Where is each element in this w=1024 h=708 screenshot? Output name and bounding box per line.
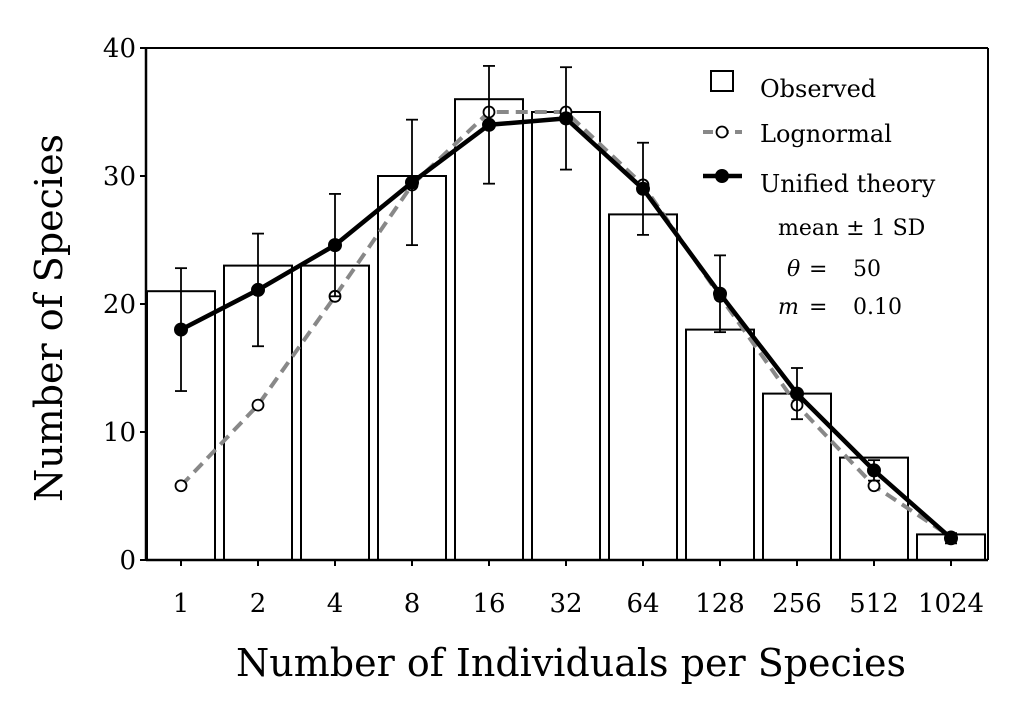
unified-theory-point xyxy=(482,117,496,132)
theta-equals: = xyxy=(809,257,827,282)
y-tick-label: 40 xyxy=(103,34,136,64)
theta-value: 50 xyxy=(853,257,881,282)
legend-swatch-observed xyxy=(710,70,734,92)
y-tick-label: 10 xyxy=(103,418,136,448)
axes: 0 10 20 30 40 1 2 4 8 16 32 64 128 256 512 1024 xyxy=(103,34,988,619)
bar-observed xyxy=(300,264,370,561)
lognormal-point xyxy=(251,398,265,412)
unified-theory-point xyxy=(251,282,265,297)
x-tick-label: 32 xyxy=(549,589,582,619)
unified-theory-point xyxy=(174,322,188,337)
m-equals: = xyxy=(809,295,827,320)
x-tick-label: 64 xyxy=(626,589,659,619)
x-axis-title: Number of Individuals per Species xyxy=(236,641,906,685)
x-tick-label: 16 xyxy=(472,589,505,619)
unified-theory-point xyxy=(867,463,881,478)
unified-theory-point xyxy=(944,531,958,546)
annotations: mean ± 1 SD θ = 50 m = 0.10 xyxy=(778,216,925,320)
legend-label-unified: Unified theory xyxy=(760,170,936,198)
x-tick-label: 1 xyxy=(173,589,190,619)
legend: Observed Lognormal Unified theory xyxy=(703,70,936,198)
legend-marker-unified xyxy=(715,169,729,183)
bar-observed xyxy=(531,111,601,561)
y-axis-title: Number of Species xyxy=(27,134,71,502)
x-tick-label: 128 xyxy=(695,589,745,619)
legend-marker-lognormal xyxy=(715,125,729,139)
unified-theory-point xyxy=(405,175,419,190)
observed-bars xyxy=(146,98,986,562)
bar-observed xyxy=(685,328,755,561)
unified-theory-point xyxy=(559,111,573,126)
unified-theory-point xyxy=(713,286,727,301)
legend-label-observed: Observed xyxy=(760,75,876,103)
m-value: 0.10 xyxy=(853,295,902,320)
x-tick-label: 4 xyxy=(327,589,344,619)
bar-observed xyxy=(608,213,678,561)
y-tick-label: 0 xyxy=(119,546,136,576)
plot-area xyxy=(146,47,989,560)
theta-symbol: θ xyxy=(787,257,800,282)
x-tick-label: 512 xyxy=(849,589,899,619)
unified-theory-point xyxy=(328,238,342,253)
y-tick-label: 20 xyxy=(103,290,136,320)
x-tick-label: 8 xyxy=(404,589,421,619)
x-tick-label: 2 xyxy=(250,589,267,619)
y-tick-label: 30 xyxy=(103,162,136,192)
lognormal-point xyxy=(174,479,188,493)
x-tick-label: 256 xyxy=(772,589,822,619)
lognormal-line xyxy=(179,110,953,539)
x-tick-label: 1024 xyxy=(918,589,984,619)
unified-theory-point xyxy=(636,181,650,196)
lognormal-point xyxy=(867,479,881,493)
stat-label: mean ± 1 SD xyxy=(778,216,925,241)
legend-label-lognormal: Lognormal xyxy=(760,120,892,148)
unified-theory-series xyxy=(174,111,958,546)
unified-theory-point xyxy=(790,386,804,401)
m-symbol: m xyxy=(778,295,799,320)
